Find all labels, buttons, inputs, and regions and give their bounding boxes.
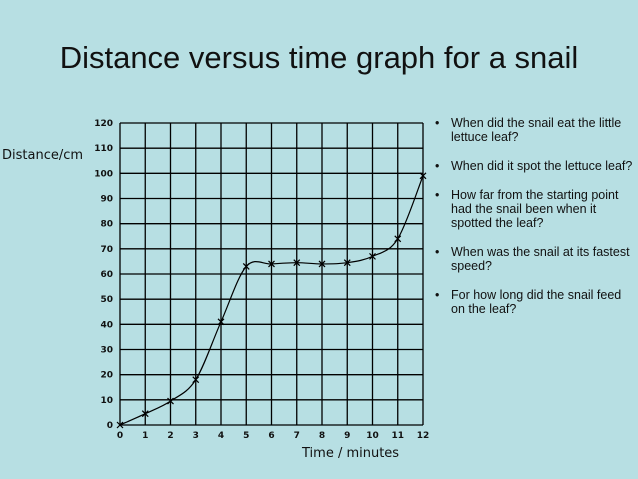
- data-point-marker: [141, 410, 149, 418]
- x-tick-label: 7: [294, 431, 300, 441]
- y-axis-label: Distance/cm: [2, 148, 84, 163]
- x-tick-label: 8: [319, 431, 325, 441]
- y-tick-label: 30: [100, 346, 113, 356]
- x-tick-label: 1: [142, 431, 148, 441]
- y-tick-label: 70: [100, 245, 113, 255]
- x-axis-label: Time / minutes: [302, 446, 400, 461]
- data-point-marker: [217, 318, 225, 326]
- x-tick-label: 12: [417, 431, 430, 441]
- y-tick-label: 50: [100, 295, 113, 305]
- y-tick-label: 20: [100, 371, 113, 381]
- question-item: When was the snail at its fastest speed?: [434, 245, 634, 273]
- data-point-marker: [268, 260, 275, 268]
- y-tick-label: 10: [100, 396, 113, 406]
- page-title: Distance versus time graph for a snail: [59, 40, 579, 75]
- x-tick-label: 4: [218, 431, 224, 441]
- y-tick-label: 0: [107, 421, 113, 431]
- y-tick-label: 110: [94, 144, 113, 154]
- x-tick-label: 5: [243, 431, 249, 441]
- x-tick-label: 3: [193, 431, 199, 441]
- chart-grid: [119, 122, 424, 426]
- x-tick-label: 6: [268, 431, 274, 441]
- question-item: For how long did the snail feed on the l…: [434, 288, 634, 316]
- tick-labels: 0 1 2 3 4 5 6 7 8 9 10 11 12010203040506070809010011…: [94, 119, 429, 441]
- data-point-marker: [419, 172, 427, 180]
- y-tick-label: 90: [100, 195, 113, 205]
- data-point-marker: [394, 235, 402, 243]
- data-point-marker: [192, 376, 200, 384]
- question-item: When did it spot the lettuce leaf?: [434, 159, 634, 173]
- x-tick-label: 0: [117, 431, 123, 441]
- x-tick-label: 10: [366, 431, 379, 441]
- y-tick-label: 120: [94, 119, 113, 129]
- y-tick-label: 100: [94, 169, 113, 179]
- x-tick-label: 2: [167, 431, 173, 441]
- data-point-marker: [369, 252, 376, 260]
- question-item: When did the snail eat the little lettuc…: [434, 116, 634, 144]
- question-list: When did the snail eat the little lettuc…: [434, 116, 634, 331]
- y-tick-label: 80: [100, 220, 113, 230]
- y-tick-label: 40: [100, 320, 113, 330]
- data-point-marker: [167, 397, 174, 405]
- data-point-marker: [293, 259, 301, 267]
- chart-series: [116, 172, 427, 429]
- question-item: How far from the starting point had the …: [434, 188, 634, 230]
- data-point-marker: [116, 421, 124, 429]
- data-point-marker: [242, 263, 250, 270]
- x-tick-label: 11: [391, 431, 404, 441]
- x-tick-label: 9: [344, 431, 350, 441]
- y-tick-label: 60: [100, 270, 113, 280]
- data-point-marker: [343, 259, 351, 267]
- data-point-marker: [318, 260, 326, 268]
